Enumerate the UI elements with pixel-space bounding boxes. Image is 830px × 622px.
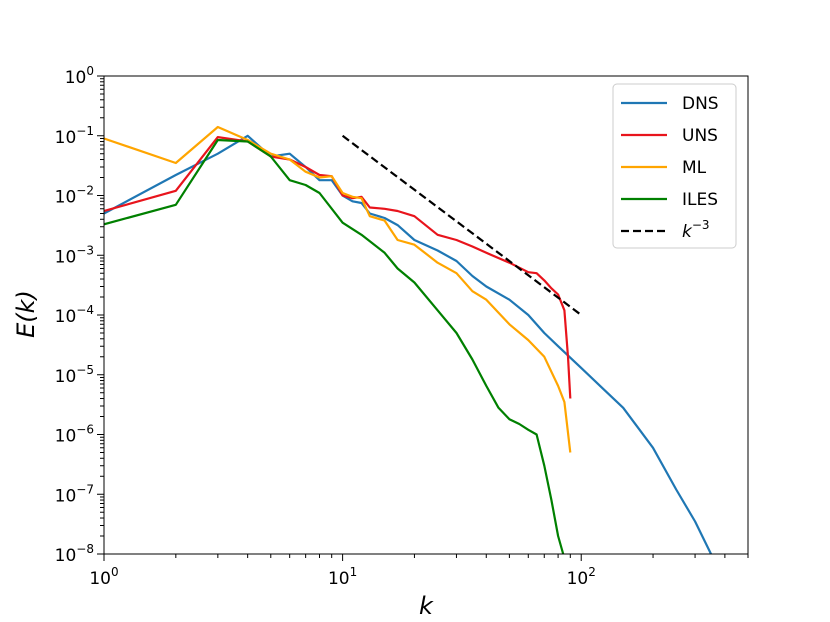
x-tick-label: 101	[328, 565, 357, 589]
y-tick-label-base: 10	[55, 307, 77, 327]
y-tick-label: 10−6	[55, 423, 94, 447]
y-tick-label-exponent: −8	[76, 542, 94, 556]
legend-box	[612, 83, 737, 249]
x-tick-label: 100	[89, 565, 118, 589]
x-tick-label-exponent: 1	[350, 565, 358, 579]
y-tick-label-exponent: −2	[76, 184, 94, 198]
y-tick-label-base: 10	[55, 486, 77, 506]
x-tick-label-exponent: 2	[588, 565, 596, 579]
y-tick-label-base: 10	[55, 247, 77, 267]
y-tick-label-exponent: −7	[76, 482, 94, 496]
series-line-iles	[104, 138, 565, 554]
y-tick-label-exponent: −6	[76, 423, 94, 437]
y-tick-label: 10−7	[55, 482, 94, 506]
series-line-ml	[104, 125, 572, 453]
legend-label-exponent: −3	[692, 218, 710, 232]
y-tick-label: 10−2	[55, 184, 94, 208]
y-tick-label-exponent: −3	[76, 243, 94, 257]
y-tick-label-base: 10	[65, 68, 87, 88]
y-axis-label: E(k)	[12, 290, 40, 338]
legend-label-base: k	[682, 222, 693, 242]
x-axis-label: k	[419, 592, 434, 620]
legend-label: ML	[682, 158, 707, 178]
y-tick-label-exponent: −1	[76, 124, 94, 138]
y-tick-label-exponent: −5	[76, 363, 94, 377]
legend: DNS UNS ML ILES k−3	[612, 83, 737, 249]
y-tick-label: 10−8	[55, 542, 94, 566]
legend-label: DNS	[682, 94, 719, 114]
x-tick-label-base: 10	[89, 569, 111, 589]
legend-label: k−3	[682, 218, 710, 242]
x-tick-label: 102	[567, 565, 596, 589]
legend-label: UNS	[682, 126, 718, 146]
legend-label: ILES	[682, 190, 718, 210]
y-tick-label: 10−4	[55, 303, 94, 327]
y-tick-label-base: 10	[55, 188, 77, 208]
y-tick-label-base: 10	[55, 546, 77, 566]
y-tick-label: 10−5	[55, 363, 94, 387]
y-tick-label-base: 10	[55, 367, 77, 387]
y-tick-label-exponent: −4	[76, 303, 94, 317]
y-tick-label: 10−3	[55, 243, 94, 267]
x-tick-label-exponent: 0	[111, 565, 119, 579]
x-tick-label-base: 10	[567, 569, 589, 589]
series-line-k-power-law	[341, 134, 582, 316]
x-tick-label-base: 10	[328, 569, 350, 589]
y-tick-label-exponent: 0	[86, 64, 94, 78]
y-tick-label: 100	[65, 64, 94, 88]
y-tick-label-base: 10	[55, 128, 77, 148]
y-tick-label-base: 10	[55, 427, 77, 447]
series-line-dns	[104, 134, 712, 554]
y-tick-label: 10−1	[55, 124, 94, 148]
